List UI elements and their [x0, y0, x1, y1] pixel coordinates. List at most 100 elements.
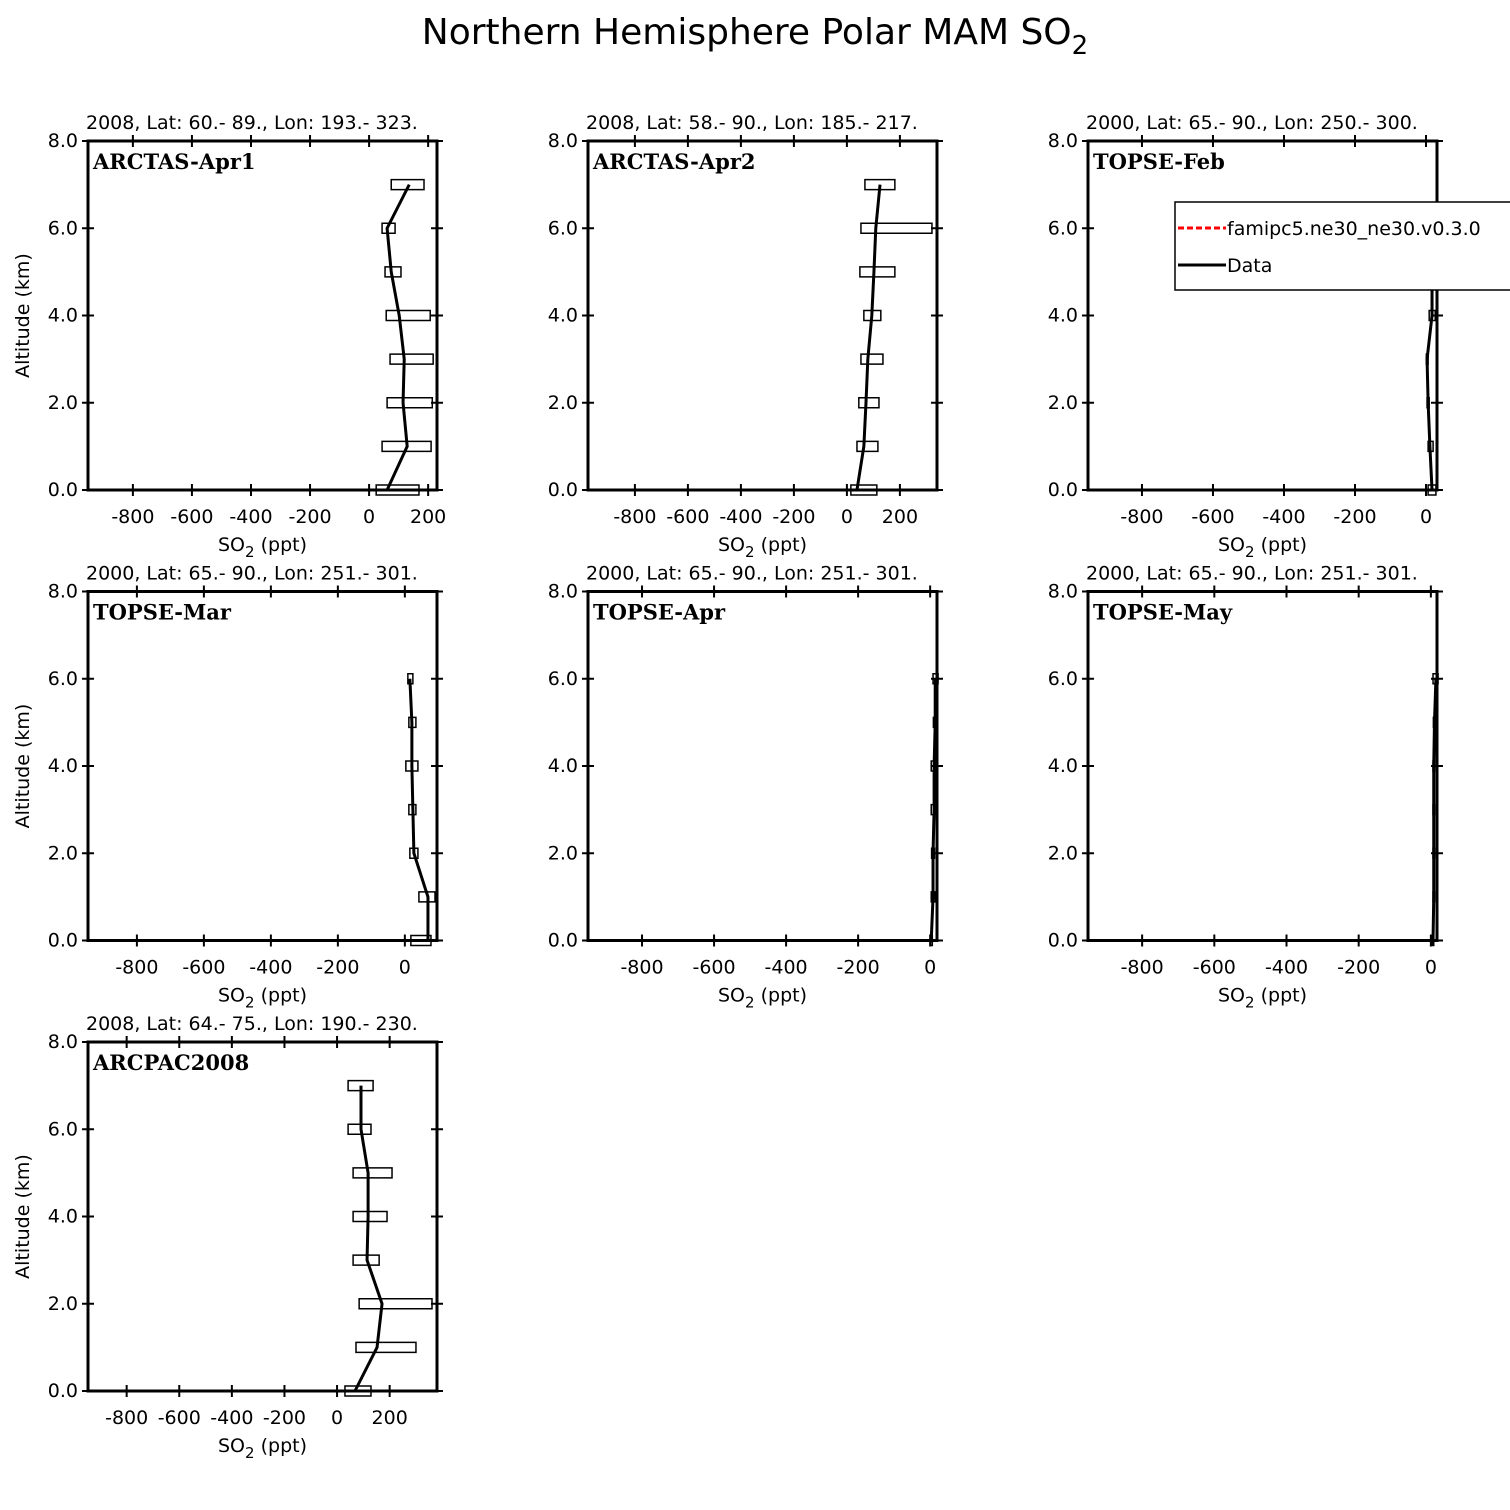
x-tick-label: -600: [1191, 506, 1234, 528]
y-tick-label: 4.0: [48, 305, 78, 327]
data-line: [855, 184, 882, 491]
x-axis-label: SO2 (ppt): [218, 985, 307, 1012]
x-tick-label: -400: [1265, 957, 1308, 979]
panel-label: ARCTAS-Apr1: [92, 149, 256, 174]
panel-subtitle: 2000, Lat: 65.- 90., Lon: 251.- 301.: [1086, 563, 1418, 585]
panel-subtitle: 2008, Lat: 60.- 89., Lon: 193.- 323.: [86, 112, 418, 134]
x-label-main: SO: [718, 534, 745, 556]
x-axis-label: SO2 (ppt): [718, 534, 807, 561]
panel-label: TOPSE-Apr: [593, 600, 726, 625]
panel-subtitle: 2008, Lat: 64.- 75., Lon: 190.- 230.: [86, 1013, 418, 1035]
y-axis-label: Altitude (km): [12, 704, 34, 829]
y-tick-label: 2.0: [48, 842, 78, 864]
x-axis-label: SO2 (ppt): [218, 1435, 307, 1462]
panel-subtitle: 2008, Lat: 58.- 90., Lon: 185.- 217.: [586, 112, 918, 134]
x-label-main: SO: [718, 985, 745, 1007]
range-box: [355, 1341, 417, 1354]
y-tick-label: 2.0: [548, 842, 578, 864]
x-tick-label: -400: [765, 957, 808, 979]
x-tick-label: -400: [210, 1407, 253, 1429]
x-tick-label: 200: [372, 1407, 408, 1429]
y-tick-label: 4.0: [1048, 305, 1078, 327]
x-tick-label: -200: [316, 957, 359, 979]
x-tick-label: -600: [182, 957, 225, 979]
x-label-main: SO: [1218, 534, 1245, 556]
panel-subtitle: 2000, Lat: 65.- 90., Lon: 250.- 300.: [1086, 112, 1418, 134]
x-tick-label: -400: [249, 957, 292, 979]
x-label-sub: 2: [245, 543, 255, 561]
x-tick-label: 0: [399, 957, 411, 979]
x-tick-label: 0: [1420, 506, 1432, 528]
x-label-main: SO: [1218, 985, 1245, 1007]
y-tick-label: 8.0: [548, 130, 578, 152]
x-tick-label: -600: [1193, 957, 1236, 979]
x-tick-label: -200: [837, 957, 880, 979]
x-label-unit: (ppt): [755, 534, 807, 556]
y-tick-label: 6.0: [48, 1118, 78, 1140]
x-label-sub: 2: [1245, 543, 1255, 561]
range-box: [856, 440, 879, 453]
x-label-sub: 2: [1245, 994, 1255, 1012]
x-axis-label: SO2 (ppt): [1218, 534, 1307, 561]
title-subscript: 2: [1072, 31, 1089, 61]
y-tick-label: 0.0: [48, 1380, 78, 1402]
title-main: Northern Hemisphere Polar MAM SO: [422, 12, 1072, 53]
x-tick-label: -200: [288, 506, 331, 528]
y-tick-label: 4.0: [48, 755, 78, 777]
data-line: [929, 678, 937, 941]
data-line: [385, 183, 411, 491]
x-tick-label: -400: [1262, 506, 1305, 528]
y-tick-label: 6.0: [48, 668, 78, 690]
x-label-sub: 2: [745, 994, 755, 1012]
panel-subtitle: 2000, Lat: 65.- 90., Lon: 251.- 301.: [86, 563, 418, 585]
legend-label: famipc5.ne30_ne30.v0.3.0: [1227, 218, 1481, 240]
y-tick-label: 2.0: [48, 392, 78, 414]
x-tick-label: -800: [620, 957, 663, 979]
y-tick-label: 6.0: [48, 217, 78, 239]
x-label-sub: 2: [245, 994, 255, 1012]
x-label-unit: (ppt): [255, 534, 307, 556]
y-axis-label: Altitude (km): [12, 253, 34, 378]
x-axis-label: SO2 (ppt): [1218, 985, 1307, 1012]
y-tick-label: 4.0: [548, 755, 578, 777]
range-box: [859, 266, 896, 278]
y-tick-label: 0.0: [48, 930, 78, 952]
range-box: [386, 397, 434, 409]
plot-frame: [1086, 590, 1439, 942]
x-label-unit: (ppt): [1255, 985, 1307, 1007]
y-tick-label: 8.0: [1048, 130, 1078, 152]
panel-label: TOPSE-Mar: [93, 600, 232, 625]
x-tick-label: -800: [105, 1407, 148, 1429]
x-tick-label: 200: [882, 506, 918, 528]
x-tick-label: -800: [115, 957, 158, 979]
x-label-main: SO: [218, 1435, 245, 1457]
range-box: [352, 1210, 388, 1223]
panel-label: ARCTAS-Apr2: [592, 149, 756, 174]
x-tick-label: -800: [111, 506, 154, 528]
x-tick-label: -600: [158, 1407, 201, 1429]
y-tick-label: 6.0: [1048, 217, 1078, 239]
y-tick-label: 2.0: [1048, 392, 1078, 414]
panel-label: TOPSE-May: [1093, 600, 1233, 625]
x-label-main: SO: [218, 534, 245, 556]
y-tick-label: 6.0: [548, 217, 578, 239]
y-axis-label: Altitude (km): [12, 1154, 34, 1279]
x-tick-label: -800: [613, 506, 656, 528]
x-axis-label: SO2 (ppt): [718, 985, 807, 1012]
x-tick-label: -200: [263, 1407, 306, 1429]
range-box: [410, 934, 432, 947]
x-tick-label: 0: [363, 506, 375, 528]
y-tick-label: 6.0: [1048, 668, 1078, 690]
x-tick-label: -200: [1333, 506, 1376, 528]
x-tick-label: -800: [1121, 957, 1164, 979]
x-label-unit: (ppt): [255, 985, 307, 1007]
x-tick-label: -400: [719, 506, 762, 528]
range-box: [375, 484, 420, 496]
panel-subtitle: 2000, Lat: 65.- 90., Lon: 251.- 301.: [586, 563, 918, 585]
y-tick-label: 8.0: [48, 130, 78, 152]
range-box: [860, 353, 884, 365]
y-tick-label: 0.0: [1048, 930, 1078, 952]
data-line: [1431, 678, 1438, 941]
